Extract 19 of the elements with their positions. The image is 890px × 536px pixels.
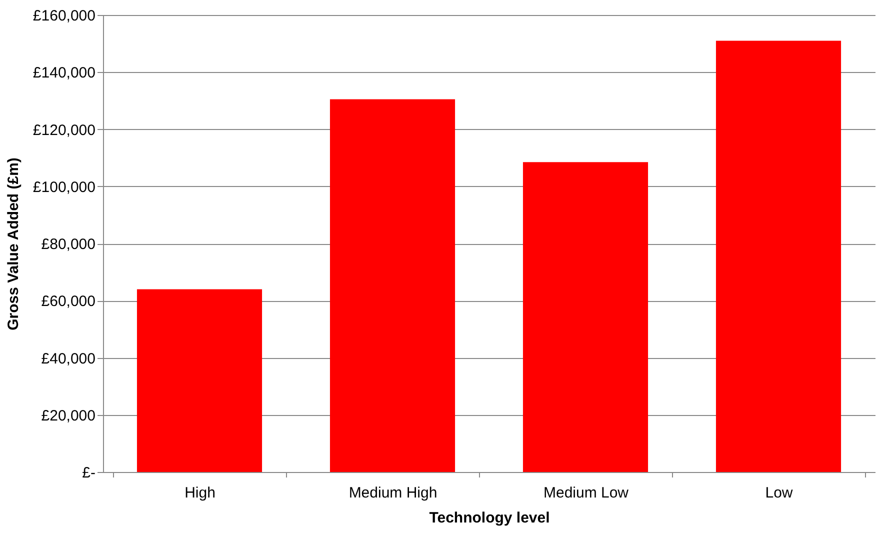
y-tick-label: £60,000 [41, 293, 96, 310]
y-tick-label: £160,000 [32, 8, 96, 24]
bar [716, 40, 842, 472]
y-axis-title: Gross Value Added (£m) [4, 158, 22, 330]
y-tick-label: £80,000 [41, 236, 96, 253]
x-tick-label: Medium High [348, 484, 438, 502]
x-tick-label: Low [765, 484, 793, 502]
bar [136, 289, 262, 472]
x-tick-label: High [184, 484, 216, 502]
y-tick-label: £40,000 [41, 350, 96, 368]
x-axis-title: Technology level [429, 510, 550, 526]
x-tick-label: Medium Low [543, 484, 629, 502]
bar [522, 162, 648, 472]
y-tick-label: £20,000 [41, 407, 96, 424]
bar [330, 99, 456, 472]
y-tick-label: £- [82, 464, 96, 482]
y-tick-label: £100,000 [32, 178, 96, 196]
y-tick-label: £140,000 [32, 64, 96, 82]
y-tick-label: £120,000 [32, 122, 96, 139]
